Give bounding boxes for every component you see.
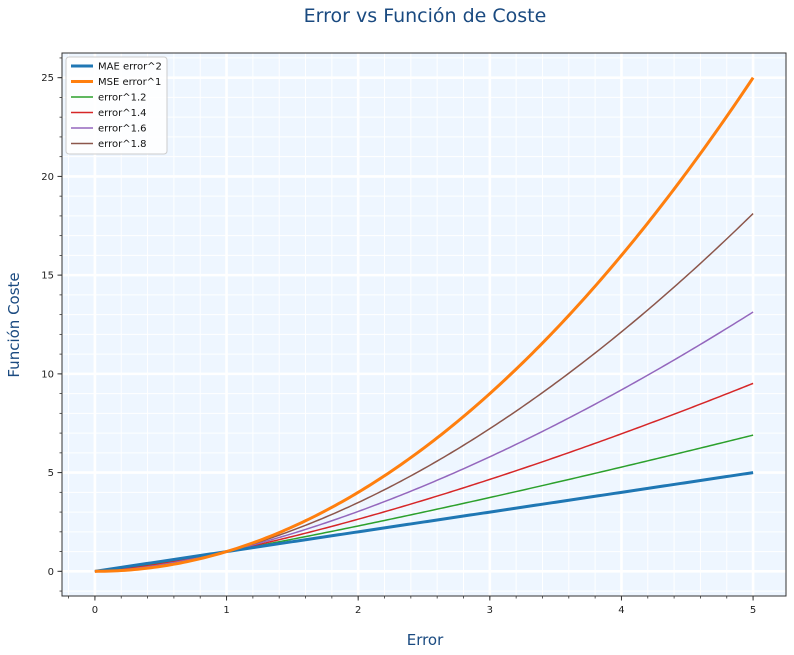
legend-label: MAE error^2 <box>98 62 162 73</box>
x-tick-label: 3 <box>487 605 493 616</box>
x-tick-label: 0 <box>92 605 98 616</box>
y-tick-label: 10 <box>41 369 54 380</box>
x-axis-title: Error <box>407 631 444 649</box>
plot-frame <box>61 52 787 597</box>
legend-label: error^1.2 <box>98 93 147 104</box>
y-tick-label: 25 <box>41 73 54 84</box>
legend-label: error^1.4 <box>98 108 147 119</box>
chart-title: Error vs Función de Coste <box>304 5 547 27</box>
series-lines <box>94 76 755 573</box>
x-tick-label: 2 <box>355 605 361 616</box>
legend-label: error^1.6 <box>98 124 147 135</box>
legend-label: MSE error^1 <box>98 77 161 88</box>
legend: MAE error^2 MSE error^1 error^1.2 error^1.4… <box>65 56 168 155</box>
grid <box>62 53 786 596</box>
x-tick-label: 1 <box>223 605 229 616</box>
series-line <box>94 471 754 573</box>
legend-label: error^1.8 <box>98 139 147 150</box>
x-tick-label: 4 <box>618 605 624 616</box>
series-line <box>94 76 755 573</box>
axis-ticks: 0 1 2 3 4 5 0 5 10 15 20 25 <box>41 57 756 616</box>
y-tick-label: 0 <box>48 567 54 578</box>
x-tick-label: 5 <box>750 605 756 616</box>
y-tick-label: 20 <box>41 172 54 183</box>
plot-area <box>62 53 786 596</box>
y-tick-label: 15 <box>41 271 54 282</box>
y-tick-label: 5 <box>48 468 54 479</box>
y-axis-title: Función Coste <box>5 272 23 377</box>
